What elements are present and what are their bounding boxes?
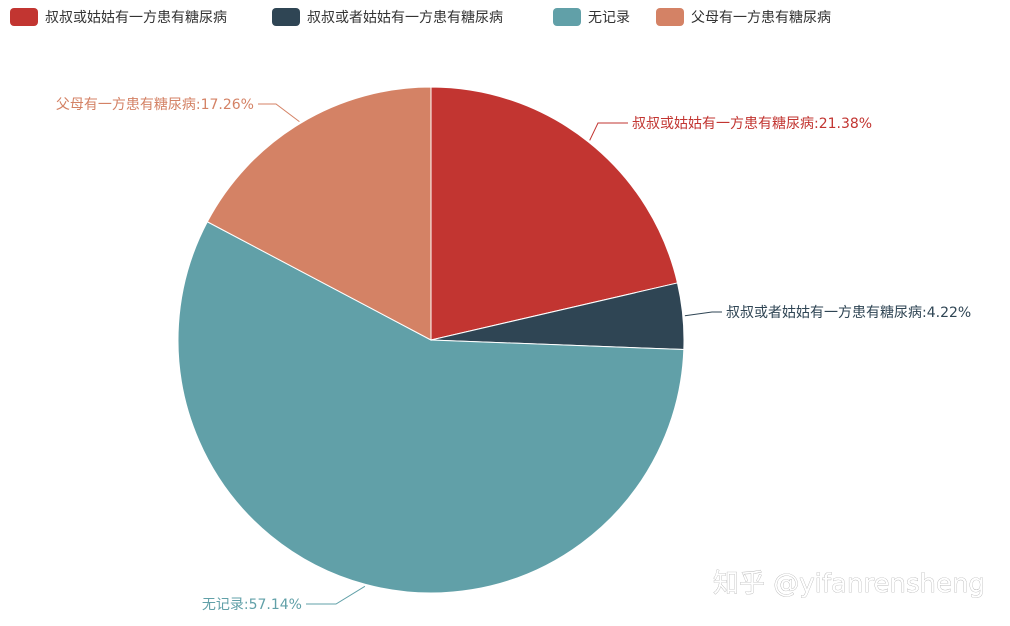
legend-swatch — [10, 8, 38, 26]
legend-item[interactable]: 叔叔或者姑姑有一方患有糖尿病 — [272, 8, 503, 26]
leader-line — [589, 122, 628, 141]
pie-slice[interactable] — [177, 221, 685, 594]
slice-label: 无记录:57.14% — [202, 597, 302, 613]
legend-item[interactable]: 父母有一方患有糖尿病 — [656, 8, 831, 26]
slice-label: 叔叔或姑姑有一方患有糖尿病:21.38% — [632, 116, 872, 132]
label-leader-lines — [258, 103, 722, 605]
legend-label: 叔叔或姑姑有一方患有糖尿病 — [45, 10, 227, 26]
legend-swatch — [553, 8, 581, 26]
leader-line — [306, 585, 366, 605]
legend-swatch — [656, 8, 684, 26]
leader-line — [258, 103, 300, 122]
slice-labels: 叔叔或姑姑有一方患有糖尿病:21.38% 叔叔或者姑姑有一方患有糖尿病:4.22%… — [56, 97, 971, 613]
legend-item[interactable]: 叔叔或姑姑有一方患有糖尿病 — [10, 8, 227, 26]
legend-label: 叔叔或者姑姑有一方患有糖尿病 — [307, 10, 503, 26]
pie-slice[interactable] — [206, 86, 432, 341]
legend-label: 父母有一方患有糖尿病 — [691, 10, 831, 26]
leader-line — [684, 311, 722, 317]
legend-item[interactable]: 无记录 — [553, 8, 630, 26]
watermark-text: 知乎 @yifanrensheng — [713, 569, 985, 599]
legend-swatch — [272, 8, 300, 26]
legend-label: 无记录 — [588, 10, 630, 26]
pie-slice[interactable] — [430, 86, 679, 341]
slice-label: 叔叔或者姑姑有一方患有糖尿病:4.22% — [726, 305, 971, 321]
slice-label: 父母有一方患有糖尿病:17.26% — [56, 97, 254, 113]
legend: 叔叔或姑姑有一方患有糖尿病 叔叔或者姑姑有一方患有糖尿病 无记录 父母有一方患有糖尿病 — [10, 8, 831, 26]
pie-slices — [177, 86, 685, 594]
